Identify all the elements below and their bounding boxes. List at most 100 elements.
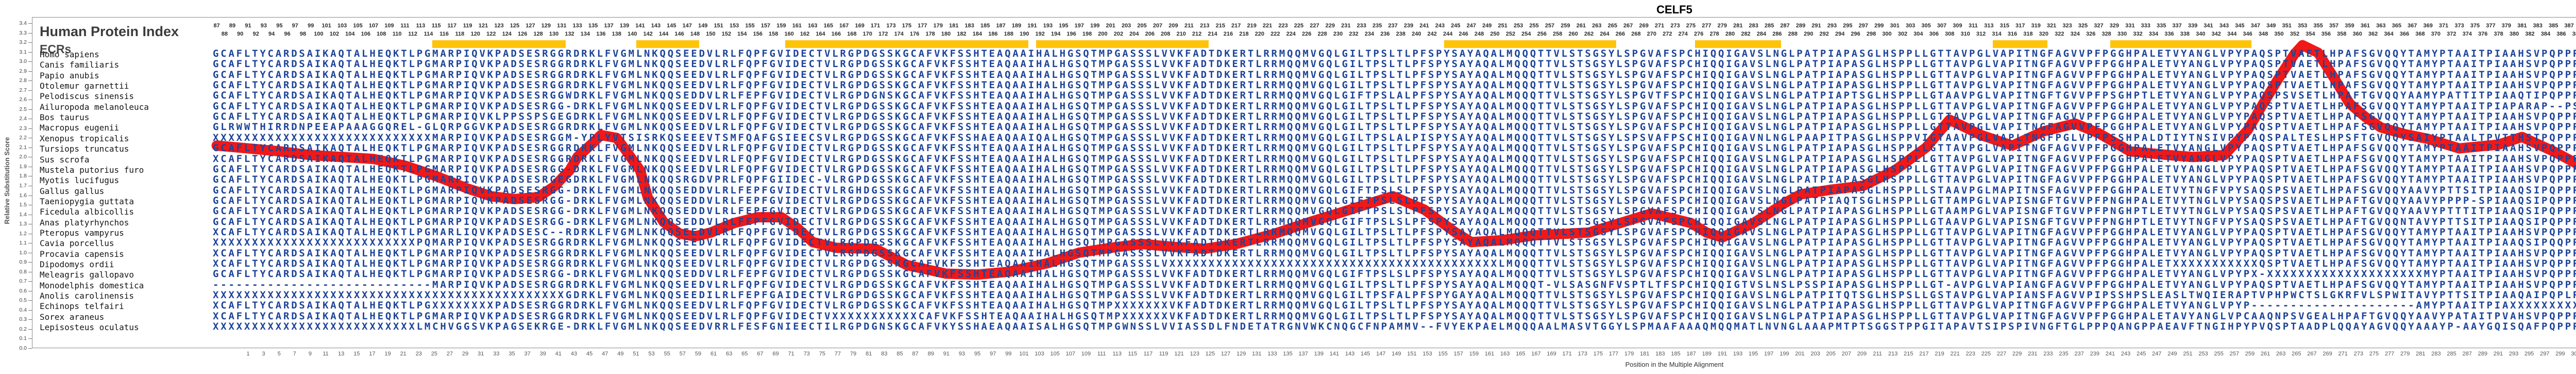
bottom-column-number: 49	[617, 351, 624, 357]
top-position-number: 252	[1505, 31, 1516, 37]
y-tick-label: 1.5	[19, 202, 27, 208]
top-position-number: 172	[878, 31, 888, 37]
top-position-number: 314	[1992, 31, 2002, 37]
top-position-number: 211	[1184, 23, 1194, 29]
sequence-row: GCAFLTYCARDSAIKAQTALHEQKTLPGMARPIQVKPADS…	[213, 59, 2576, 70]
top-position-number: 340	[2196, 31, 2206, 37]
y-tick-label: 2.8	[19, 77, 27, 84]
y-tick-label: 0.4	[19, 306, 27, 313]
top-position-number: 215	[1215, 23, 1225, 29]
top-position-number: 188	[1004, 31, 1014, 37]
y-tick-label: 1.1	[19, 240, 27, 247]
sequence-row: XCAFLTYCARDSAIKAQTALHEQKTLPGMARLIQVKPADS…	[213, 226, 2576, 237]
top-position-number: 308	[1945, 31, 1955, 37]
top-position-number: 341	[2204, 23, 2213, 29]
top-position-number: 199	[1090, 23, 1100, 29]
top-position-number: 364	[2384, 31, 2394, 37]
y-tick-label: 2.7	[19, 87, 27, 93]
bottom-column-number: 37	[524, 351, 531, 357]
top-position-number: 223	[1278, 23, 1288, 29]
top-position-number: 241	[1419, 23, 1429, 29]
top-position-number: 385	[2548, 23, 2558, 29]
top-position-number: 148	[690, 31, 700, 37]
y-tick-mark	[28, 32, 32, 34]
header-title: Human Protein Index	[40, 24, 179, 39]
y-tick-label: 2.3	[19, 125, 27, 132]
top-position-number: 233	[1357, 23, 1366, 29]
top-position-number: 198	[1082, 31, 1092, 37]
top-position-number: 205	[1137, 23, 1147, 29]
top-position-number: 96	[284, 31, 291, 37]
top-position-number: 200	[1098, 31, 1108, 37]
top-position-number: 378	[2494, 31, 2503, 37]
sequence-row: GCAFLTYCARDSAIKAQTALHEQKTLPGMARPIQVKLPPS…	[213, 111, 2576, 122]
top-position-number: 292	[1819, 31, 1829, 37]
top-position-number: 388	[2572, 31, 2576, 37]
y-tick-mark	[28, 52, 32, 53]
top-position-number: 379	[2501, 23, 2512, 29]
conservation-curve-line	[211, 40, 2576, 280]
top-position-number: 217	[1231, 23, 1241, 29]
sequence-row: GCAFLTYCARDSAIKAQTALHEQKTLPGMARPIQVKPADS…	[213, 69, 2576, 80]
top-position-number: 336	[2164, 31, 2174, 37]
bottom-column-number: 265	[2292, 351, 2301, 357]
top-position-number: 209	[1168, 23, 1178, 29]
bottom-column-number: 111	[1097, 351, 1106, 357]
top-position-number: 147	[682, 23, 692, 29]
y-tick-mark	[28, 23, 32, 24]
bottom-column-number: 79	[850, 351, 857, 357]
top-position-number: 237	[1388, 23, 1398, 29]
bottom-column-number: 241	[2105, 351, 2115, 357]
bottom-column-number: 57	[679, 351, 686, 357]
bottom-column-number: 249	[2167, 351, 2177, 357]
top-position-number: 127	[526, 23, 535, 29]
sequence-row: XCAFLTYCARDSAIKAQTALHEQKTLPGMARPIQVKPADS…	[213, 258, 2576, 269]
y-tick-mark	[28, 348, 32, 349]
species-name: Ailuropoda melanoleuca	[40, 102, 149, 112]
bottom-column-number: 145	[1360, 351, 1370, 357]
top-position-number: 169	[855, 23, 865, 29]
top-position-number: 285	[1764, 23, 1774, 29]
top-position-number: 345	[2235, 23, 2245, 29]
bottom-column-number: 101	[1019, 351, 1029, 357]
ecr-region-bar	[432, 40, 566, 48]
sequence-row: GCAFLTYCARDSAIKAQTALHEQKTLPGMARPIQVKPADS…	[213, 206, 2576, 217]
top-position-number: 92	[252, 31, 259, 37]
species-name: Anas platyrhynchos	[40, 217, 129, 227]
bottom-column-number: 233	[2043, 351, 2053, 357]
bottom-column-number: 247	[2152, 351, 2162, 357]
bottom-column-number: 189	[1702, 351, 1711, 357]
bottom-column-number: 161	[1484, 351, 1495, 357]
top-position-number: 103	[337, 23, 347, 29]
bottom-column-number: 199	[1780, 351, 1789, 357]
bottom-column-number: 281	[2416, 351, 2426, 357]
top-position-number: 323	[2062, 23, 2072, 29]
top-position-number: 124	[502, 31, 512, 37]
top-position-number: 108	[377, 31, 386, 37]
bottom-column-number: 291	[2493, 351, 2503, 357]
top-position-number: 368	[2415, 31, 2425, 37]
y-tick-label: 1.4	[19, 211, 27, 218]
top-position-number: 158	[769, 31, 778, 37]
top-position-number: 265	[1607, 23, 1617, 29]
top-position-number: 317	[2015, 23, 2025, 29]
bottom-column-number: 215	[1904, 351, 1913, 357]
top-position-number: 254	[1521, 31, 1531, 37]
species-name: Gallus gallus	[40, 186, 105, 196]
top-position-number: 231	[1341, 23, 1351, 29]
top-position-number: 280	[1725, 31, 1735, 37]
top-position-number: 353	[2297, 23, 2308, 29]
bottom-column-number: 207	[1841, 351, 1852, 357]
bottom-column-number: 5	[277, 351, 281, 357]
bottom-column-number: 75	[819, 351, 826, 357]
bottom-column-number: 95	[974, 351, 981, 357]
species-name: Meleagris gallopavo	[40, 270, 134, 280]
bottom-column-number: 235	[2059, 351, 2069, 357]
bottom-column-number: 267	[2307, 351, 2317, 357]
y-tick-mark	[28, 71, 32, 72]
top-position-number: 195	[1059, 23, 1069, 29]
species-name: Mustela putorius furo	[40, 165, 144, 175]
bottom-column-number: 7	[293, 351, 296, 357]
top-position-number: 255	[1529, 23, 1539, 29]
top-position-number: 221	[1262, 23, 1273, 29]
